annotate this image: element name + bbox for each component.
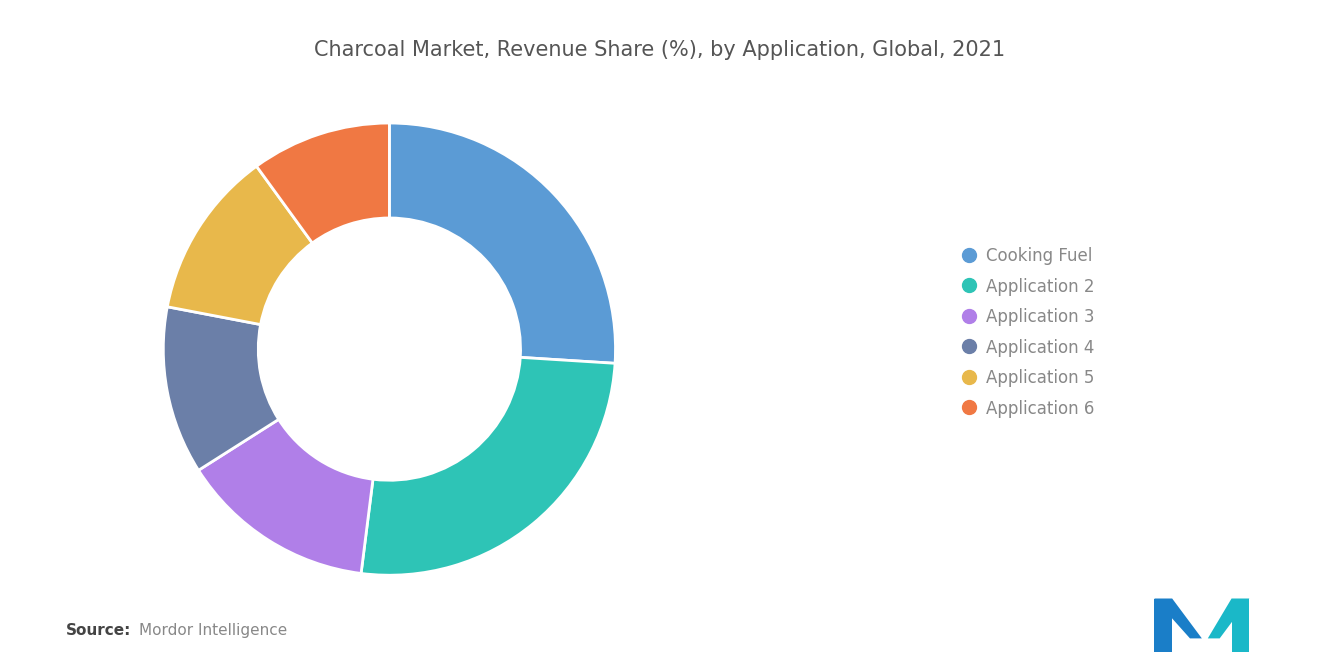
Wedge shape (198, 420, 374, 573)
Wedge shape (389, 123, 615, 363)
Wedge shape (168, 166, 313, 325)
Text: Charcoal Market, Revenue Share (%), by Application, Global, 2021: Charcoal Market, Revenue Share (%), by A… (314, 40, 1006, 60)
Wedge shape (362, 357, 615, 575)
Text: Mordor Intelligence: Mordor Intelligence (139, 623, 286, 638)
Wedge shape (256, 123, 389, 243)
Legend: Cooking Fuel, Application 2, Application 3, Application 4, Application 5, Applic: Cooking Fuel, Application 2, Application… (958, 241, 1101, 424)
Text: Source:: Source: (66, 623, 132, 638)
Polygon shape (1232, 598, 1250, 652)
Polygon shape (1154, 598, 1203, 638)
Polygon shape (1208, 598, 1250, 638)
Wedge shape (164, 307, 279, 470)
Polygon shape (1154, 598, 1172, 652)
